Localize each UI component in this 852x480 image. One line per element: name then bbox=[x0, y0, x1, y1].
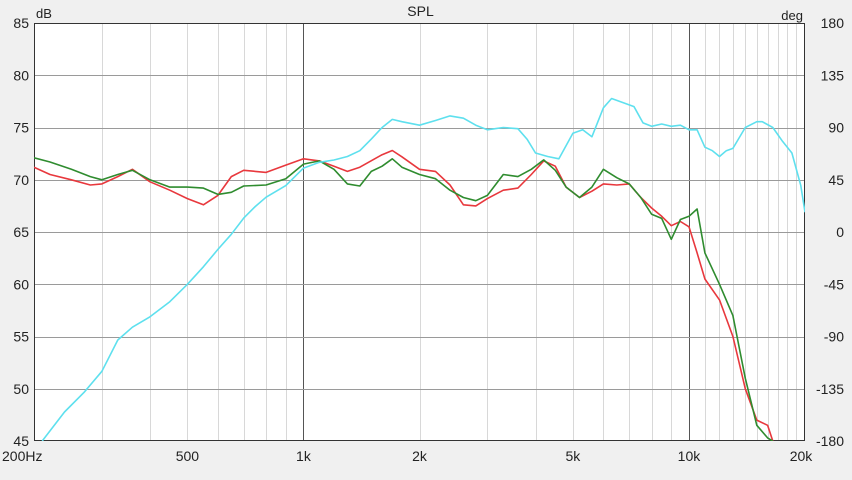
series-line-3 bbox=[41, 97, 805, 441]
x-tick-label: 5k bbox=[566, 448, 582, 464]
y-left-tick-label: 75 bbox=[13, 120, 29, 136]
y-left-tick-label: 60 bbox=[13, 276, 29, 292]
x-tick-label: 20k bbox=[790, 448, 814, 464]
x-tick-label: 200Hz bbox=[2, 448, 42, 464]
y-right-tick-label: -45 bbox=[824, 276, 844, 292]
plot-frame bbox=[34, 23, 805, 441]
y-left-tick-label: 85 bbox=[13, 15, 29, 31]
y-left-tick-label: 65 bbox=[13, 224, 29, 240]
y-left-tick-label: 70 bbox=[13, 172, 29, 188]
y-right-tick-label: -135 bbox=[816, 381, 844, 397]
series-line-2 bbox=[34, 157, 774, 441]
y-right-tick-label: 45 bbox=[828, 172, 844, 188]
axis-labels: SPL dB deg 45 50 55 60 65 70 75 80 85 -180 -135 -90… bbox=[2, 3, 844, 464]
x-tick-label: 2k bbox=[412, 448, 428, 464]
series-lines bbox=[34, 97, 805, 441]
y-right-tick-label: 180 bbox=[821, 15, 845, 31]
series-line-1 bbox=[34, 149, 774, 441]
x-tick-label: 1k bbox=[296, 448, 312, 464]
y-left-tick-label: 50 bbox=[13, 381, 29, 397]
x-tick-label: 10k bbox=[678, 448, 702, 464]
y-right-tick-label: -90 bbox=[824, 329, 844, 345]
x-tick-label: 500 bbox=[176, 448, 200, 464]
left-axis-unit: dB bbox=[36, 6, 52, 21]
y-right-tick-label: -180 bbox=[816, 433, 844, 449]
right-axis-unit: deg bbox=[781, 8, 803, 23]
y-right-tick-label: 90 bbox=[828, 120, 844, 136]
y-left-tick-label: 55 bbox=[13, 329, 29, 345]
y-right-tick-label: 135 bbox=[821, 67, 845, 83]
y-left-tick-label: 80 bbox=[13, 67, 29, 83]
grid-lines bbox=[34, 23, 805, 441]
y-right-tick-label: 0 bbox=[836, 224, 844, 240]
y-left-tick-label: 45 bbox=[13, 433, 29, 449]
chart-title: SPL bbox=[407, 3, 434, 19]
